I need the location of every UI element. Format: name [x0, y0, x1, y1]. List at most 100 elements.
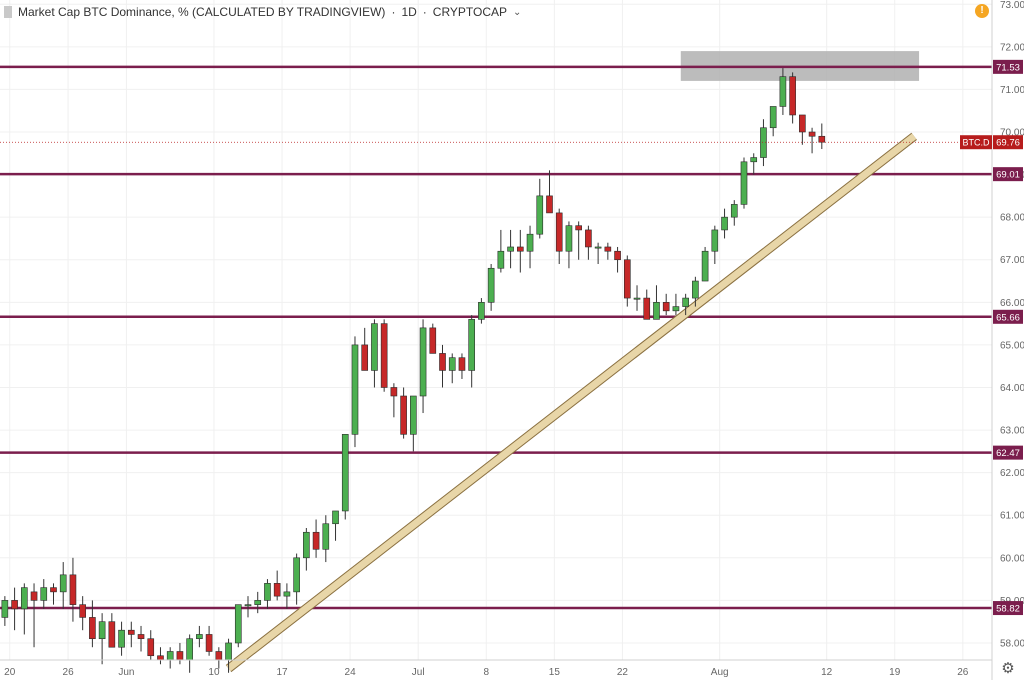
chevron-down-icon[interactable]: ⌄ — [513, 6, 522, 18]
candle-body — [225, 642, 232, 661]
candle — [205, 625, 213, 656]
x-tick-label: 26 — [63, 667, 75, 678]
candle-body — [555, 212, 563, 252]
candle-body — [157, 655, 164, 661]
candle-body — [410, 395, 417, 435]
y-tick-label: 58.00 — [1000, 638, 1024, 649]
candle-body — [536, 195, 544, 235]
y-tick-label: 65.00 — [1000, 340, 1024, 351]
y-tick-label: 71.00 — [1000, 85, 1024, 96]
level-label: 65.66 — [996, 312, 1020, 323]
candle — [50, 583, 57, 605]
candle — [769, 106, 777, 137]
candle-body — [429, 327, 437, 354]
candle — [760, 119, 767, 167]
candle-body — [264, 583, 271, 601]
candle — [273, 570, 281, 601]
candle — [127, 621, 135, 648]
candle — [740, 157, 748, 209]
candle — [458, 353, 466, 379]
candle — [779, 68, 787, 115]
candle — [118, 621, 125, 656]
candle — [730, 200, 738, 226]
candle-body — [419, 327, 427, 397]
candle — [662, 293, 670, 316]
candle-body — [594, 246, 602, 249]
candle-body — [604, 246, 612, 252]
candle-body — [448, 357, 456, 371]
exchange-label[interactable]: CRYPTOCAP — [432, 5, 508, 19]
candle-body — [662, 302, 670, 312]
candle — [497, 229, 505, 273]
candle — [361, 327, 369, 371]
candle-body — [312, 531, 320, 550]
candle-body — [497, 250, 505, 269]
level-tag — [993, 445, 1023, 460]
candle-body — [40, 587, 48, 601]
candle — [20, 583, 28, 635]
x-tick-label: 12 — [821, 667, 833, 678]
candle — [429, 323, 437, 354]
chart-title: Market Cap BTC Dominance, % (CALCULATED … — [18, 5, 386, 19]
candle-body — [293, 557, 300, 593]
candle-body — [546, 195, 553, 214]
symbol-icon — [4, 6, 12, 18]
y-tick-label: 72.00 — [1000, 42, 1024, 53]
candle-body — [458, 357, 466, 371]
chart-header[interactable]: Market Cap BTC Dominance, % (CALCULATED … — [0, 0, 521, 24]
candle-body — [468, 319, 476, 371]
candle — [11, 587, 18, 631]
price-tag — [993, 135, 1023, 150]
y-tick-label: 66.00 — [1000, 298, 1024, 309]
interval-label[interactable]: 1D — [401, 5, 417, 19]
candle-body — [643, 297, 651, 320]
candle — [59, 562, 67, 609]
x-tick-label: Jun — [118, 667, 134, 678]
candle-body — [244, 604, 252, 607]
candle-body — [332, 510, 339, 525]
candle — [303, 528, 310, 571]
x-tick-label: 15 — [549, 667, 561, 678]
candle — [196, 625, 203, 648]
candle-body — [808, 131, 816, 137]
x-tick-label: Aug — [711, 667, 729, 678]
candle-body — [303, 531, 310, 559]
candle — [604, 242, 612, 260]
level-tag — [993, 601, 1023, 616]
candle — [69, 557, 77, 622]
candle — [89, 600, 96, 648]
candle — [818, 123, 826, 150]
candle — [410, 395, 417, 452]
candle — [789, 72, 796, 124]
alert-icon[interactable]: ! — [975, 4, 989, 18]
candle — [555, 208, 563, 264]
candle — [186, 634, 193, 673]
symbol-label: BTC.D — [963, 138, 991, 148]
candle-body — [11, 600, 18, 610]
candle — [234, 604, 242, 648]
level-label: 71.53 — [996, 62, 1020, 73]
x-tick-label: 22 — [617, 667, 629, 678]
candle-body — [1, 600, 9, 618]
x-tick-label: 20 — [4, 667, 16, 678]
candle-body — [351, 344, 359, 435]
candle — [799, 114, 806, 145]
candle-body — [341, 434, 349, 512]
candle-body — [390, 387, 398, 397]
candle — [439, 344, 446, 388]
price-axis[interactable]: 58.0059.0060.0061.0062.0063.0064.0065.00… — [960, 0, 1024, 649]
candle-body — [30, 591, 38, 601]
candle-body — [682, 297, 689, 307]
trendline — [225, 132, 917, 673]
trendline-fill — [226, 133, 917, 672]
candle — [478, 298, 485, 324]
y-tick-label: 67.00 — [1000, 255, 1024, 266]
candle — [468, 315, 476, 388]
gear-icon[interactable]: ⚙ — [1001, 660, 1015, 677]
candle-body — [487, 267, 495, 303]
candle — [312, 519, 320, 558]
x-tick-label: 24 — [345, 667, 357, 678]
candle — [244, 596, 252, 618]
time-axis[interactable]: 20 26 Jun 10 17 24 Jul 8 15 22 Aug 12 19 26 — [4, 667, 969, 678]
